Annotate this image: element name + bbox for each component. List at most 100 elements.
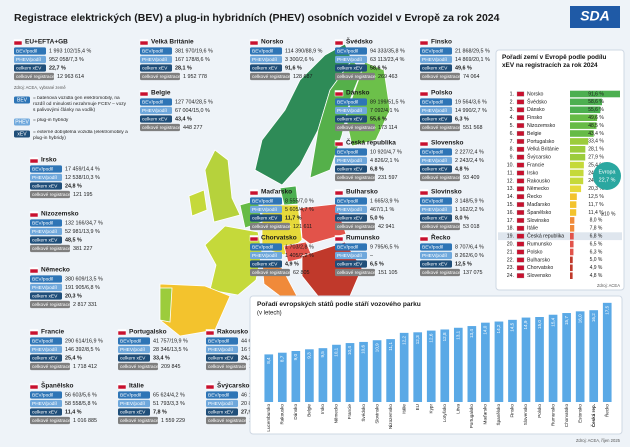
box-name: Maďarsko — [261, 189, 292, 196]
ranking-flag — [516, 265, 525, 271]
chart-title: Pořadí evropských států podle stáří vozo… — [257, 300, 421, 308]
chart-source: Zdroj: ACEA, říjen 2025 — [576, 438, 621, 443]
box-label-pill — [30, 283, 62, 292]
box-value: 9 795/6,5 % — [370, 244, 399, 250]
box-label: celkem xEV — [422, 166, 448, 172]
box-label-pill — [140, 72, 180, 81]
box-label-pill — [420, 72, 460, 81]
box-label: celkové registrace — [422, 74, 461, 80]
box-value: 7 092/4,1 % — [370, 108, 399, 114]
box-label-pill — [420, 205, 452, 214]
box-value: 14 869/20,1 % — [455, 57, 490, 63]
box-label: PHEV/podíl — [252, 207, 277, 213]
box-value: 191 905/6,8 % — [65, 285, 100, 291]
ranking-title: Pořadí zemí v Evropě podle podílu xEV na… — [502, 54, 607, 69]
box-name: Rumunsko — [346, 235, 380, 242]
legend-key-pill — [14, 96, 30, 104]
ranking-value: 11,7 % — [588, 202, 604, 208]
flag-stripe — [420, 189, 428, 192]
box-label: celkové registrace — [422, 270, 461, 276]
box-label-pill — [335, 64, 367, 72]
box-value: 952 058/7,3 % — [49, 57, 84, 63]
box-value: 94 333/35,8 % — [370, 48, 405, 54]
box-label-pill — [420, 165, 452, 173]
ranking-flag — [516, 210, 525, 215]
box-value: 4,8 % — [455, 166, 469, 172]
box-label: celkové registrace — [208, 418, 247, 424]
box-label: BEV/podíl — [337, 149, 358, 155]
ranking-country: Slovensko — [527, 273, 551, 279]
box-label: PHEV/podíl — [208, 401, 233, 407]
box-label-pill — [140, 106, 172, 115]
bar-value-label: 16,2 — [591, 313, 596, 322]
box-label: BEV/podíl — [252, 48, 273, 54]
box-label: celkem xEV — [208, 409, 234, 415]
box-value: 8 262/6,0 % — [455, 253, 484, 259]
flag-stripe — [250, 39, 258, 42]
box-label-pill — [250, 197, 282, 205]
flag-stripe — [335, 189, 343, 192]
bar-value-label: 16,0 — [577, 314, 582, 323]
box-label-pill — [335, 47, 367, 55]
box-value: 128 687 — [293, 74, 313, 80]
ranking-country: Maďarsko — [527, 202, 550, 208]
x-tick-label: Slovensko — [523, 404, 528, 426]
map-denmark — [279, 185, 299, 206]
bar-value-label: 13,4 — [469, 329, 474, 338]
box-label-pill — [118, 345, 150, 354]
box-label-pill — [335, 123, 375, 132]
box-name: Dánsko — [346, 90, 370, 97]
box-value: 91,6 % — [285, 65, 302, 71]
ranking-flag — [516, 138, 525, 144]
bar — [372, 340, 382, 402]
box-label: celkové registrace — [32, 364, 71, 370]
ranking-flag — [516, 146, 525, 152]
box-value: 43,4 % — [175, 116, 192, 122]
box-name: Bulharsko — [346, 189, 378, 196]
box-label: PHEV/podíl — [120, 347, 145, 353]
box-label: BEV/podíl — [32, 338, 53, 344]
ranking-country: Řecko — [527, 192, 542, 200]
ranking-value: 43,4 % — [588, 131, 604, 137]
box-label-pill — [30, 182, 62, 190]
box-label: celkem xEV — [252, 215, 278, 221]
ranking-value: 25,4 % — [588, 162, 604, 168]
ranking-rank: 1. — [510, 91, 514, 97]
x-tick-label: Portugalsko — [469, 404, 474, 429]
box-label: celkem xEV — [337, 65, 363, 71]
x-tick-label: Rumunsko — [550, 404, 555, 426]
box-label: PHEV/podíl — [252, 253, 277, 259]
box-value: 25,4 % — [65, 355, 82, 361]
box-label: BEV/podíl — [208, 392, 229, 398]
bar-value-label: 12,2 — [401, 335, 406, 344]
bar — [291, 351, 301, 402]
box-value: 48,5 % — [65, 237, 82, 243]
bar — [508, 319, 517, 402]
box-label: celkové registrace — [32, 302, 71, 308]
box-label-pill — [420, 156, 452, 165]
box-label: PHEV/podíl — [337, 108, 362, 114]
flag-stripe — [335, 39, 343, 42]
box-value: 127 704/28,5 % — [175, 99, 213, 105]
bar — [305, 349, 314, 402]
box-label-pill — [335, 243, 367, 251]
box-name: Portugalsko — [129, 329, 167, 336]
page-title: Registrace elektrických (BEV) a plug-in … — [14, 12, 500, 24]
box-label: BEV/podíl — [337, 198, 358, 204]
box-label: celkem xEV — [252, 261, 278, 267]
ranking-country: Finsko — [527, 115, 542, 121]
box-name: Slovinsko — [431, 189, 462, 196]
x-tick-label: Belgie — [307, 404, 312, 417]
flag-stripe — [140, 90, 148, 93]
x-tick-label: Chorvatsko — [564, 404, 569, 428]
flag-stripe — [420, 140, 428, 143]
box-label: celkové registrace — [337, 125, 376, 131]
box-value: 6,5 % — [370, 261, 384, 267]
box-label: celkové registrace — [422, 175, 461, 181]
box-value: 1 718 412 — [73, 364, 97, 370]
box-value: 231 597 — [378, 175, 398, 181]
bar — [426, 330, 436, 402]
box-label-pill — [206, 416, 246, 425]
box-value: 12 538/10,3 % — [65, 175, 100, 181]
box-value: 8 707/6,4 % — [455, 244, 484, 250]
